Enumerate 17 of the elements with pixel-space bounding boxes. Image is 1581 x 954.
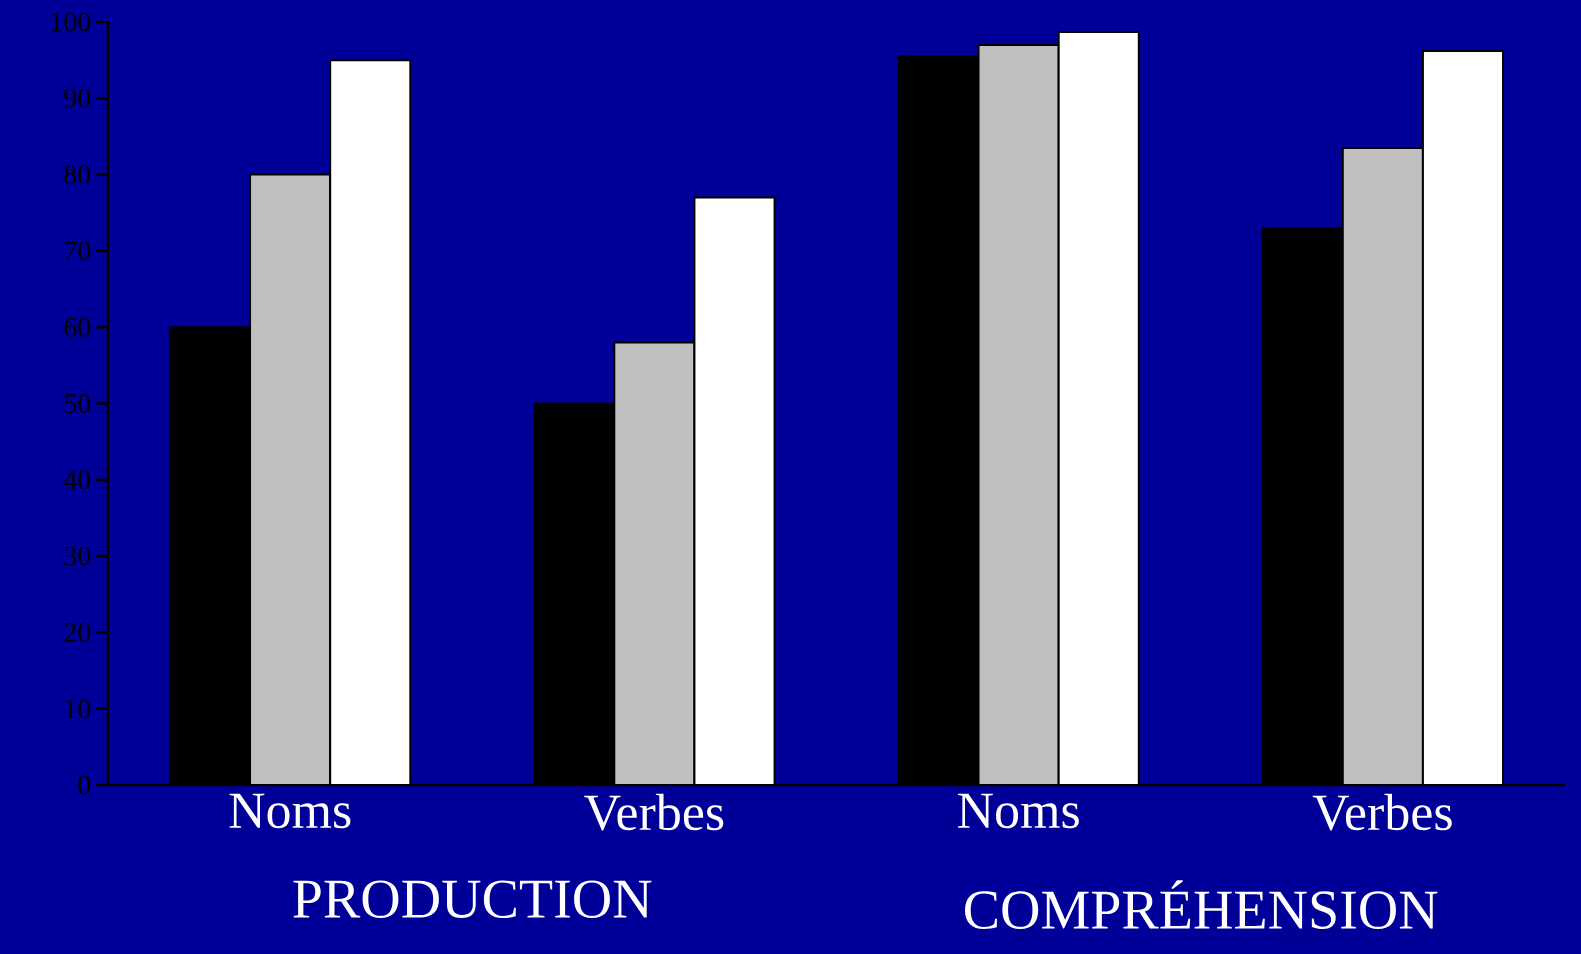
x-tick-label: Noms xyxy=(957,793,1079,829)
text: PRODUCTION xyxy=(293,880,652,918)
y-tick-label: 50 xyxy=(64,394,91,413)
y-tick-label: 30 xyxy=(64,546,91,566)
y-tick-label: 10 xyxy=(65,699,91,719)
y-tick-label: 0 xyxy=(78,775,91,795)
x-tick-label: Verbes xyxy=(1312,793,1452,831)
y-tick-label: 40 xyxy=(63,470,91,490)
y-tick-label: 100 xyxy=(51,12,91,32)
text: COMPRÉHENSION xyxy=(965,880,1438,929)
y-tick-label: 60 xyxy=(64,317,91,337)
y-tick-label: 20 xyxy=(64,622,91,642)
y-tick-label: 90 xyxy=(64,88,91,108)
y-tick-label: 80 xyxy=(64,165,91,185)
x-tick-label: Noms xyxy=(229,793,351,829)
y-tick-label: 70 xyxy=(65,241,91,261)
x-tick-label: Verbes xyxy=(584,793,724,831)
